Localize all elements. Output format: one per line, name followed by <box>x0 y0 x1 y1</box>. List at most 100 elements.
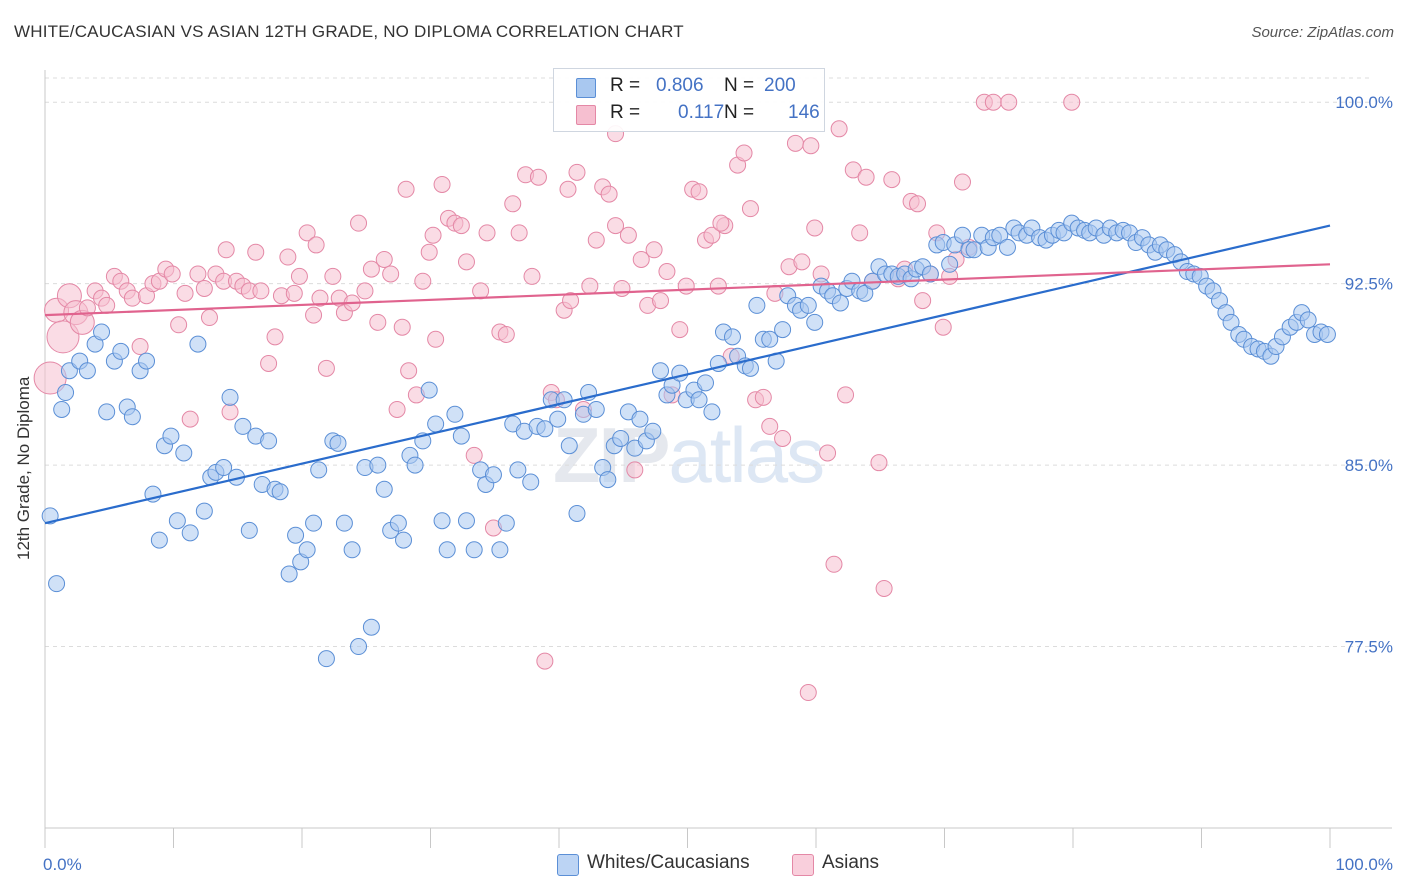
whites-point <box>953 226 971 244</box>
y-axis-label: 12th Grade, No Diploma <box>14 376 33 560</box>
whites-point <box>522 473 540 491</box>
asians-point <box>774 429 792 447</box>
asians-point <box>78 299 96 317</box>
whites-point <box>362 618 380 636</box>
whites-point <box>671 364 689 382</box>
asians-point <box>393 318 411 336</box>
asians-point <box>279 248 297 266</box>
n-label: N = <box>724 75 755 96</box>
whites-point <box>799 296 817 314</box>
whites-point <box>549 410 567 428</box>
whites-point <box>703 403 721 421</box>
whites-point <box>350 638 368 656</box>
whites-point <box>93 323 111 341</box>
asians-point <box>703 226 721 244</box>
n-label: N = <box>724 102 755 123</box>
whites-point <box>98 403 116 421</box>
asians-point <box>819 444 837 462</box>
whites-point <box>690 391 708 409</box>
r-label: R = <box>610 102 641 123</box>
whites-point <box>138 352 156 370</box>
n-value: 200 <box>764 75 796 96</box>
series-legend: Whites/Caucasians Asians <box>0 852 1406 878</box>
asians-point <box>677 277 695 295</box>
whites-point <box>329 434 347 452</box>
asians-point <box>221 403 239 421</box>
whites-point <box>1318 325 1336 343</box>
asians-point <box>189 265 207 283</box>
y-tick-label: 100.0% <box>1335 93 1393 112</box>
whites-point <box>457 512 475 530</box>
asians-point <box>837 386 855 404</box>
asians-point <box>626 461 644 479</box>
whites-point <box>1299 311 1317 329</box>
whites-point <box>921 265 939 283</box>
asians-point <box>1000 93 1018 111</box>
whites-point <box>991 226 1009 244</box>
asians-point <box>690 183 708 201</box>
asians-point <box>176 284 194 302</box>
asians-point <box>709 277 727 295</box>
whites-point <box>298 541 316 559</box>
blue-swatch <box>576 78 596 98</box>
whites-point <box>175 444 193 462</box>
asians-point <box>632 250 650 268</box>
whites-point <box>696 374 714 392</box>
whites-point <box>240 521 258 539</box>
whites-points <box>41 214 1336 668</box>
whites-point <box>560 437 578 455</box>
asians-point <box>510 224 528 242</box>
whites-trend-line <box>44 224 1331 525</box>
asians-point <box>266 328 284 346</box>
asians-point <box>851 224 869 242</box>
whites-point <box>375 480 393 498</box>
whites-point <box>631 410 649 428</box>
axes <box>44 70 1392 848</box>
whites-point <box>78 362 96 380</box>
tick-labels: 77.5% 85.0% 92.5% 100.0% 0.0% 100.0% <box>43 93 1393 874</box>
asians-point <box>658 263 676 281</box>
whites-point <box>420 381 438 399</box>
whites-point <box>484 466 502 484</box>
whites-point <box>433 512 451 530</box>
asians-point <box>802 137 820 155</box>
whites-point <box>427 415 445 433</box>
asians-point <box>397 180 415 198</box>
asians-point <box>909 195 927 213</box>
whites-point <box>941 255 959 273</box>
whites-point <box>317 650 335 668</box>
asians-point <box>883 171 901 189</box>
asians-point <box>857 168 875 186</box>
whites-point <box>195 502 213 520</box>
asians-point <box>914 292 932 310</box>
asians-point <box>472 282 490 300</box>
asians-point <box>741 200 759 218</box>
whites-point <box>568 504 586 522</box>
asians-point <box>369 313 387 331</box>
asians-point <box>806 219 824 237</box>
y-tick-label: 77.5% <box>1345 638 1393 657</box>
whites-point <box>741 359 759 377</box>
asians-point <box>870 454 888 472</box>
whites-point <box>168 512 186 530</box>
whites-point <box>446 405 464 423</box>
asians-point <box>671 321 689 339</box>
chart-title: WHITE/CAUCASIAN VS ASIAN 12TH GRADE, NO … <box>14 22 684 41</box>
whites-point <box>335 514 353 532</box>
whites-point <box>831 294 849 312</box>
asians-point <box>529 168 547 186</box>
asians-point <box>163 265 181 283</box>
asians-point <box>587 231 605 249</box>
asians-point <box>317 359 335 377</box>
whites-point <box>587 400 605 418</box>
asians-point <box>600 185 618 203</box>
whites-point <box>555 391 573 409</box>
asians-point <box>420 243 438 261</box>
asians-point <box>799 684 817 702</box>
asians-point <box>195 279 213 297</box>
pink-swatch <box>576 105 596 125</box>
asians-point <box>362 260 380 278</box>
asians-point <box>400 362 418 380</box>
asians-point <box>645 241 663 259</box>
source-label: Source: ZipAtlas.com <box>1251 24 1394 41</box>
